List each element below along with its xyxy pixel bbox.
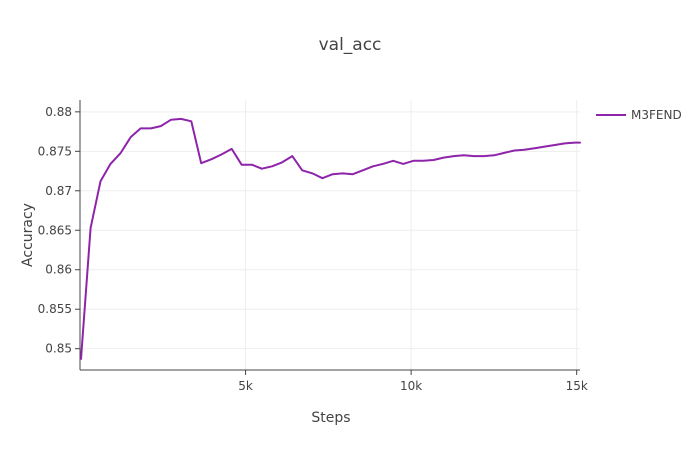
x-axis-ticks: 5k 10k 15k xyxy=(238,370,588,393)
x-axis-label: Steps xyxy=(311,410,350,426)
legend-item-m3fend: M3FEND xyxy=(631,108,682,122)
y-tick-label: 0.855 xyxy=(38,302,72,316)
legend[interactable]: M3FEND xyxy=(596,108,682,122)
y-tick-label: 0.87 xyxy=(45,184,72,198)
y-tick-label: 0.865 xyxy=(38,223,72,237)
x-tick-label: 5k xyxy=(238,379,253,393)
y-tick-label: 0.86 xyxy=(45,263,72,277)
y-tick-label: 0.85 xyxy=(45,342,72,356)
series-layer xyxy=(80,117,581,360)
y-axis-ticks: 0.85 0.855 0.86 0.865 0.87 0.875 0.88 xyxy=(38,105,80,356)
y-tick-label: 0.875 xyxy=(38,144,72,158)
y-axis-label: Accuracy xyxy=(20,203,36,267)
chart-title: val_acc xyxy=(319,35,382,55)
x-tick-label: 15k xyxy=(566,379,588,393)
x-tick-label: 10k xyxy=(400,379,422,393)
series-line-m3fend xyxy=(80,117,581,360)
grid xyxy=(80,100,580,370)
y-tick-label: 0.88 xyxy=(45,105,72,119)
